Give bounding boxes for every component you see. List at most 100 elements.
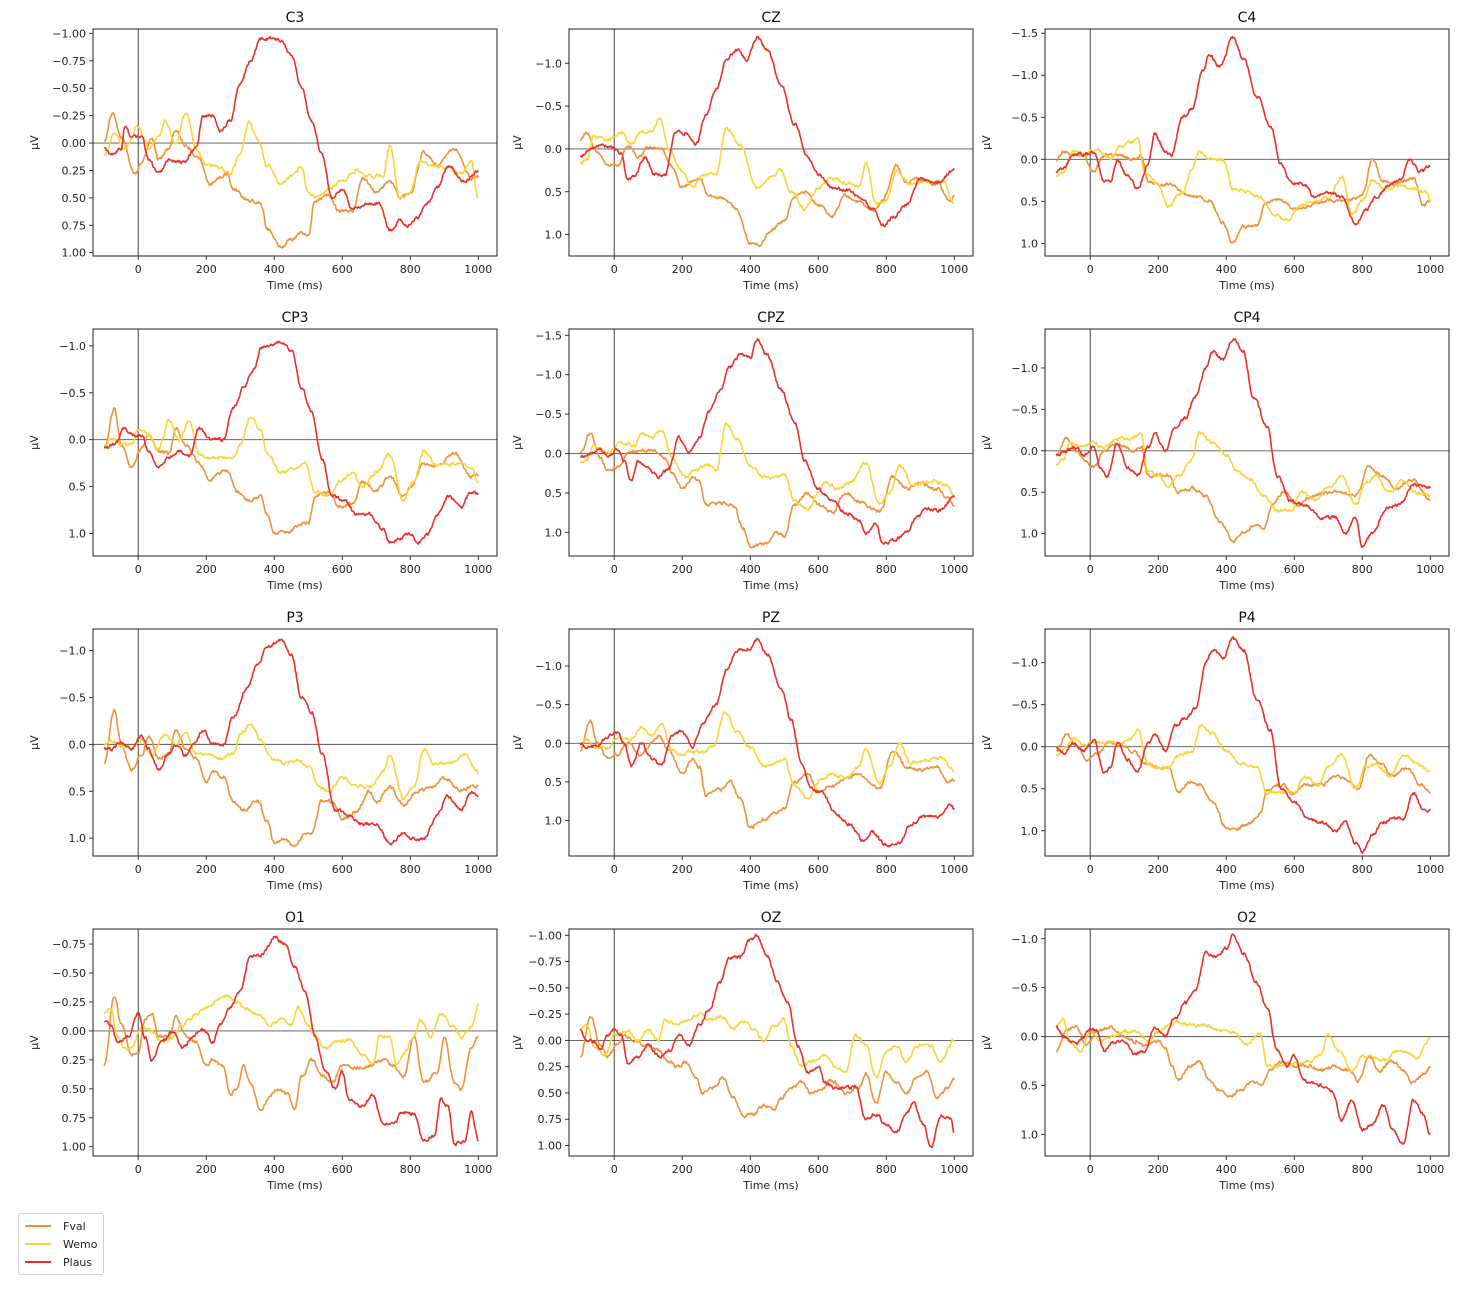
subplot-c4: C4 0 200 400 600 800 1000 Time (ms) −1.5 −1.0 −0.5… xyxy=(980,10,1450,292)
series-line-wemo xyxy=(103,416,479,503)
y-tick-label: 1.0 xyxy=(545,526,563,539)
series-line-plaus xyxy=(579,35,955,228)
y-tick-label: −0.75 xyxy=(528,956,562,969)
y-tick-label: −1.0 xyxy=(1011,657,1038,670)
series-line-wemo xyxy=(579,116,955,212)
y-tick-label: −0.25 xyxy=(52,996,86,1009)
y-tick-label: 0.5 xyxy=(69,481,87,494)
x-axis-label: Time (ms) xyxy=(742,279,798,292)
subplot-title: P4 xyxy=(1238,610,1255,626)
y-tick-label: 0.75 xyxy=(538,1113,563,1126)
y-tick-label: 0.75 xyxy=(62,219,87,232)
subplot-o2: O2 0 200 400 600 800 1000 Time (ms) −1.0 −0.5 0.0 0… xyxy=(980,910,1450,1192)
subplot-title: O2 xyxy=(1237,910,1257,926)
x-tick-label: 800 xyxy=(876,863,897,876)
subplot-o1: O1 0 200 400 600 800 1000 Time (ms) −0.75 −0.50 −0… xyxy=(28,910,498,1192)
x-tick-label: 400 xyxy=(1216,263,1237,276)
series-group xyxy=(579,338,956,549)
y-tick-label: 0.5 xyxy=(69,785,87,798)
y-tick-label: 1.0 xyxy=(1021,528,1039,541)
x-tick-label: 0 xyxy=(1087,263,1094,276)
x-tick-label: 800 xyxy=(876,563,897,576)
series-line-fval xyxy=(103,407,479,536)
y-axis-label: µV xyxy=(980,1035,993,1050)
subplot-p3: P3 0 200 400 600 800 1000 Time (ms) −1.0 −0.5 0.0 0… xyxy=(28,610,498,892)
series-line-wemo xyxy=(103,113,479,199)
x-tick-label: 800 xyxy=(876,1163,897,1176)
x-axis-label: Time (ms) xyxy=(1218,1179,1274,1192)
y-tick-label: 0.5 xyxy=(545,186,563,199)
series-line-wemo xyxy=(1055,136,1432,222)
y-tick-label: −0.5 xyxy=(1011,699,1038,712)
x-tick-label: 200 xyxy=(672,263,693,276)
x-tick-label: 600 xyxy=(332,1163,353,1176)
y-axis-label: µV xyxy=(28,435,41,450)
x-tick-label: 200 xyxy=(1148,563,1169,576)
x-tick-label: 800 xyxy=(400,563,421,576)
y-tick-label: 0.5 xyxy=(1021,195,1039,208)
y-tick-label: 0.00 xyxy=(62,137,87,150)
y-tick-label: −1.0 xyxy=(1011,933,1038,946)
x-axis-label: Time (ms) xyxy=(1218,579,1274,592)
x-tick-label: 1000 xyxy=(464,563,492,576)
y-tick-label: 1.0 xyxy=(1021,237,1039,250)
y-tick-label: 1.00 xyxy=(538,1139,563,1152)
x-tick-label: 800 xyxy=(400,863,421,876)
legend: Fval Wemo Plaus xyxy=(18,1213,104,1275)
y-tick-label: −1.0 xyxy=(535,660,562,673)
axes-frame xyxy=(568,328,974,557)
y-tick-label: 1.0 xyxy=(1021,1128,1039,1141)
y-tick-label: −1.5 xyxy=(535,329,562,342)
y-tick-label: −0.25 xyxy=(528,1008,562,1021)
y-tick-label: −1.5 xyxy=(1011,27,1038,40)
x-tick-label: 800 xyxy=(1352,563,1373,576)
y-tick-label: −0.5 xyxy=(535,699,562,712)
y-axis-label: µV xyxy=(511,135,524,150)
x-tick-label: 0 xyxy=(1087,563,1094,576)
series-line-fval xyxy=(579,131,955,248)
axes-frame xyxy=(1044,328,1450,557)
y-tick-label: −0.50 xyxy=(52,967,86,980)
subplot-cp4: CP4 0 200 400 600 800 1000 Time (ms) −1.0 −0.5 0.0… xyxy=(980,310,1450,592)
series-line-fval xyxy=(579,1015,956,1119)
subplot-cz: CZ 0 200 400 600 800 1000 Time (ms) −1.0 −0.5 0.0 0… xyxy=(511,10,974,292)
x-tick-label: 800 xyxy=(1352,263,1373,276)
y-axis-label: µV xyxy=(28,1035,41,1050)
series-line-plaus xyxy=(104,935,479,1147)
series-line-fval xyxy=(104,708,479,847)
y-axis-label: µV xyxy=(28,135,41,150)
series-line-plaus xyxy=(1055,338,1431,549)
axes-frame xyxy=(92,928,498,1157)
x-tick-label: 800 xyxy=(400,1163,421,1176)
y-tick-label: −1.0 xyxy=(59,340,86,353)
x-tick-label: 1000 xyxy=(940,563,968,576)
legend-item-plaus: Plaus xyxy=(25,1253,92,1271)
y-tick-label: 1.0 xyxy=(69,832,87,845)
x-tick-label: 1000 xyxy=(464,1163,492,1176)
subplot-p4: P4 0 200 400 600 800 1000 Time (ms) −1.0 −0.5 0.0 0… xyxy=(980,610,1450,892)
y-tick-label: 0.25 xyxy=(538,1061,563,1074)
y-tick-label: 0.5 xyxy=(1021,1080,1039,1093)
y-tick-label: −1.0 xyxy=(535,57,562,70)
x-tick-label: 0 xyxy=(135,1163,142,1176)
y-tick-label: 0.0 xyxy=(1021,445,1039,458)
y-tick-label: 1.0 xyxy=(1021,825,1039,838)
x-tick-label: 0 xyxy=(1087,863,1094,876)
x-axis-label: Time (ms) xyxy=(266,1179,322,1192)
x-tick-label: 600 xyxy=(808,263,829,276)
x-axis-label: Time (ms) xyxy=(266,279,322,292)
axes-frame xyxy=(568,28,974,257)
x-tick-label: 200 xyxy=(1148,863,1169,876)
x-tick-label: 200 xyxy=(1148,1163,1169,1176)
x-tick-label: 1000 xyxy=(464,263,492,276)
y-tick-label: −0.50 xyxy=(528,982,562,995)
y-tick-label: 0.5 xyxy=(545,487,563,500)
x-tick-label: 200 xyxy=(672,1163,693,1176)
x-tick-label: 0 xyxy=(611,263,618,276)
x-tick-label: 1000 xyxy=(1416,263,1444,276)
x-tick-label: 400 xyxy=(740,863,761,876)
x-tick-label: 800 xyxy=(876,263,897,276)
y-tick-label: 0.75 xyxy=(62,1112,87,1125)
y-tick-label: −0.5 xyxy=(1011,403,1038,416)
legend-label-fval: Fval xyxy=(63,1219,86,1233)
